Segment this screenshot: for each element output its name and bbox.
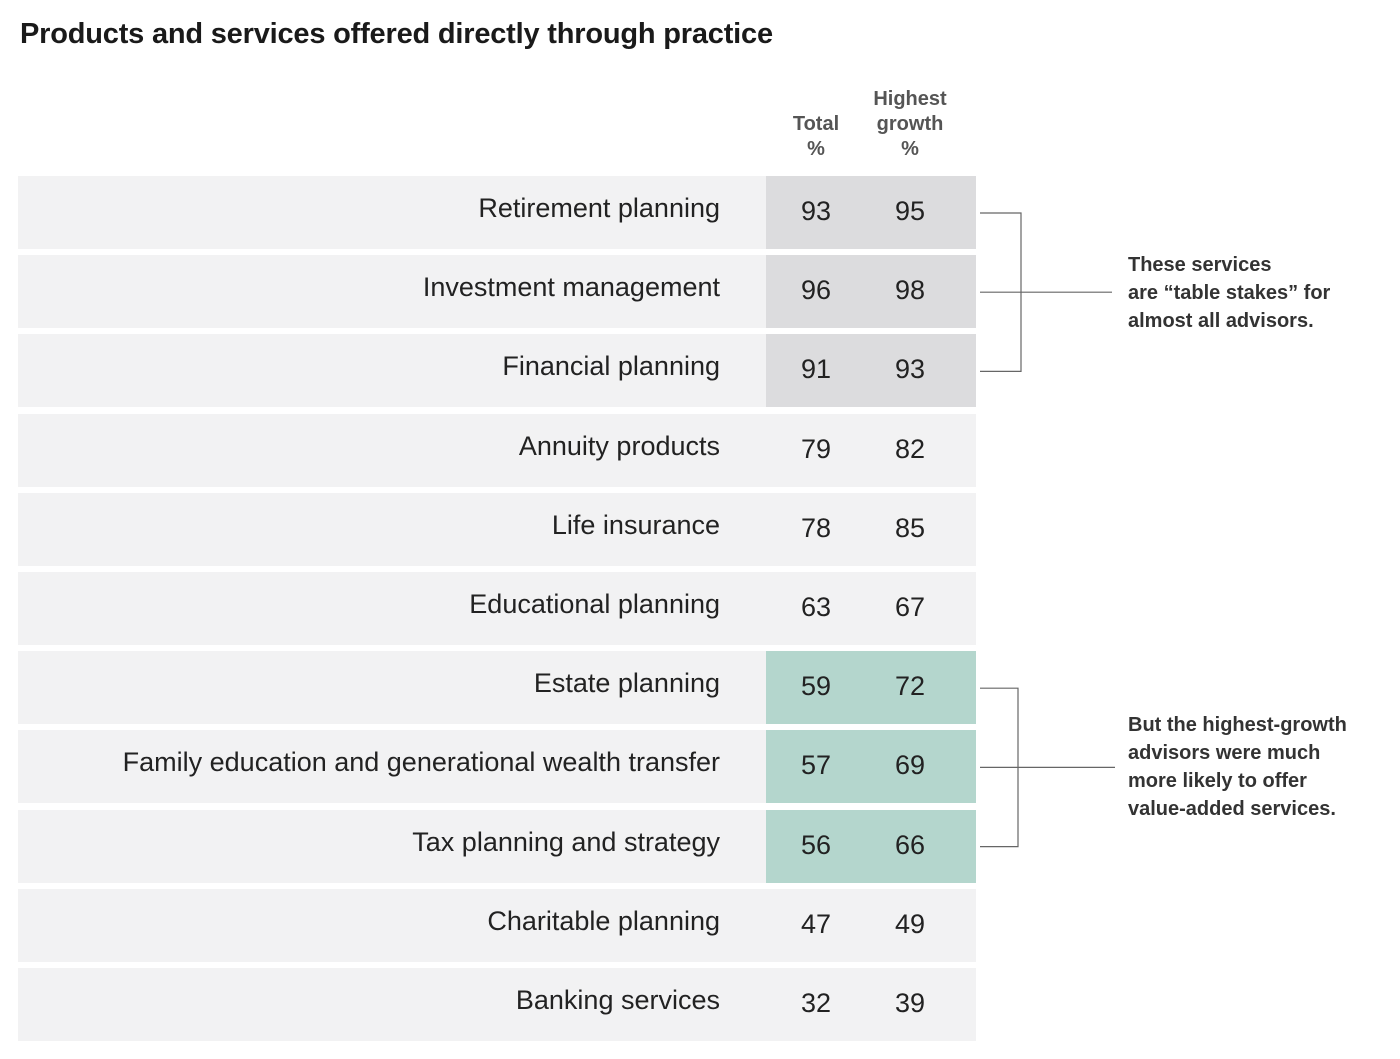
- value-highest-growth-tax-planning-and-strategy: 66: [894, 829, 926, 860]
- row-label-life-insurance: Life insurance: [551, 509, 720, 540]
- row-label-financial-planning: Financial planning: [502, 351, 720, 382]
- value-total-charitable-planning: 47: [800, 908, 832, 939]
- table-row: Financial planning 91 93: [18, 334, 976, 408]
- value-highest-growth-retirement-planning: 95: [894, 196, 926, 226]
- highlight-cell-financial-planning: [766, 334, 976, 408]
- row-label-retirement-planning: Retirement planning: [478, 193, 720, 223]
- column-header-highest-growth: Highest growth %: [860, 87, 960, 162]
- table-row: Family education and generational wealth…: [18, 730, 976, 804]
- table-row: Life insurance 78 85: [18, 492, 976, 566]
- row-label-annuity-products: Annuity products: [518, 430, 720, 461]
- value-highest-growth-investment-management: 98: [894, 275, 926, 306]
- value-highest-growth-charitable-planning: 49: [894, 908, 926, 939]
- value-highest-growth-financial-planning: 93: [894, 354, 926, 385]
- value-total-tax-planning-and-strategy: 56: [800, 829, 832, 860]
- column-header-growth-line-3: %: [901, 138, 919, 160]
- annotation-value-added-line-4: value-added services.: [1128, 798, 1336, 820]
- value-total-banking-services: 32: [800, 988, 832, 1018]
- value-total-retirement-planning: 93: [800, 196, 832, 226]
- annotation-table-stakes-line-2: are “table stakes” for: [1128, 282, 1331, 304]
- table-row: Annuity products 79 82: [18, 413, 976, 487]
- row-label-charitable-planning: Charitable planning: [487, 905, 720, 936]
- value-total-family-education-and-generational-wealth-transfer: 57: [800, 750, 832, 781]
- table-row: Tax planning and strategy 56 66: [18, 809, 976, 883]
- annotation-value-added-line-1: But the highest-growth: [1128, 714, 1347, 736]
- table-row: Charitable planning 47 49: [18, 888, 976, 962]
- value-total-estate-planning: 59: [800, 671, 832, 702]
- column-header-growth-line-1: Highest: [873, 88, 947, 110]
- chart-title: Products and services offered directly t…: [20, 18, 773, 50]
- value-total-annuity-products: 79: [800, 433, 832, 464]
- column-header-total-line-2: %: [807, 138, 825, 160]
- value-highest-growth-educational-planning: 67: [894, 592, 926, 622]
- column-header-growth-line-2: growth: [876, 113, 944, 135]
- column-header-total: Total %: [776, 112, 856, 162]
- row-label-tax-planning-and-strategy: Tax planning and strategy: [412, 826, 720, 857]
- row-label-estate-planning: Estate planning: [533, 668, 720, 699]
- table-row: Retirement planning 93 95: [18, 176, 976, 249]
- value-total-educational-planning: 63: [800, 592, 832, 622]
- annotation-table-stakes-line-1: These services: [1128, 254, 1272, 276]
- value-total-life-insurance: 78: [800, 512, 832, 543]
- annotation-value-added: But the highest-growth advisors were muc…: [1128, 711, 1347, 823]
- annotation-value-added-line-2: advisors were much: [1128, 742, 1321, 764]
- annotation-table-stakes-line-3: almost all advisors.: [1128, 310, 1314, 332]
- row-label-banking-services: Banking services: [515, 985, 720, 1015]
- annotation-table-stakes: These services are “table stakes” for al…: [1128, 251, 1330, 335]
- highlight-cell-investment-management: [766, 255, 976, 329]
- highlight-cell-family-education-and-generational-wealth-transfer: [766, 730, 976, 804]
- value-highest-growth-annuity-products: 82: [894, 433, 926, 464]
- table-row: Banking services 32 39: [18, 968, 976, 1041]
- highlight-cell-estate-planning: [766, 651, 976, 725]
- row-label-investment-management: Investment management: [422, 272, 720, 303]
- value-highest-growth-estate-planning: 72: [894, 671, 926, 702]
- value-total-financial-planning: 91: [800, 354, 832, 385]
- value-total-investment-management: 96: [800, 275, 832, 306]
- value-highest-growth-family-education-and-generational-wealth-transfer: 69: [894, 750, 926, 781]
- value-highest-growth-life-insurance: 85: [894, 512, 926, 543]
- highlight-cell-tax-planning-and-strategy: [766, 809, 976, 883]
- row-label-educational-planning: Educational planning: [469, 589, 720, 619]
- table-row: Educational planning 63 67: [18, 572, 976, 645]
- table-row: Estate planning 59 72: [18, 651, 976, 725]
- value-highest-growth-banking-services: 39: [894, 988, 926, 1018]
- row-label-family-education-and-generational-wealth-transfer: Family education and generational wealth…: [122, 747, 720, 778]
- table-row: Investment management 96 98: [18, 255, 976, 329]
- highlight-cell-retirement-planning: [766, 176, 976, 249]
- column-header-total-line-1: Total: [792, 113, 840, 135]
- annotation-value-added-line-3: more likely to offer: [1128, 770, 1307, 792]
